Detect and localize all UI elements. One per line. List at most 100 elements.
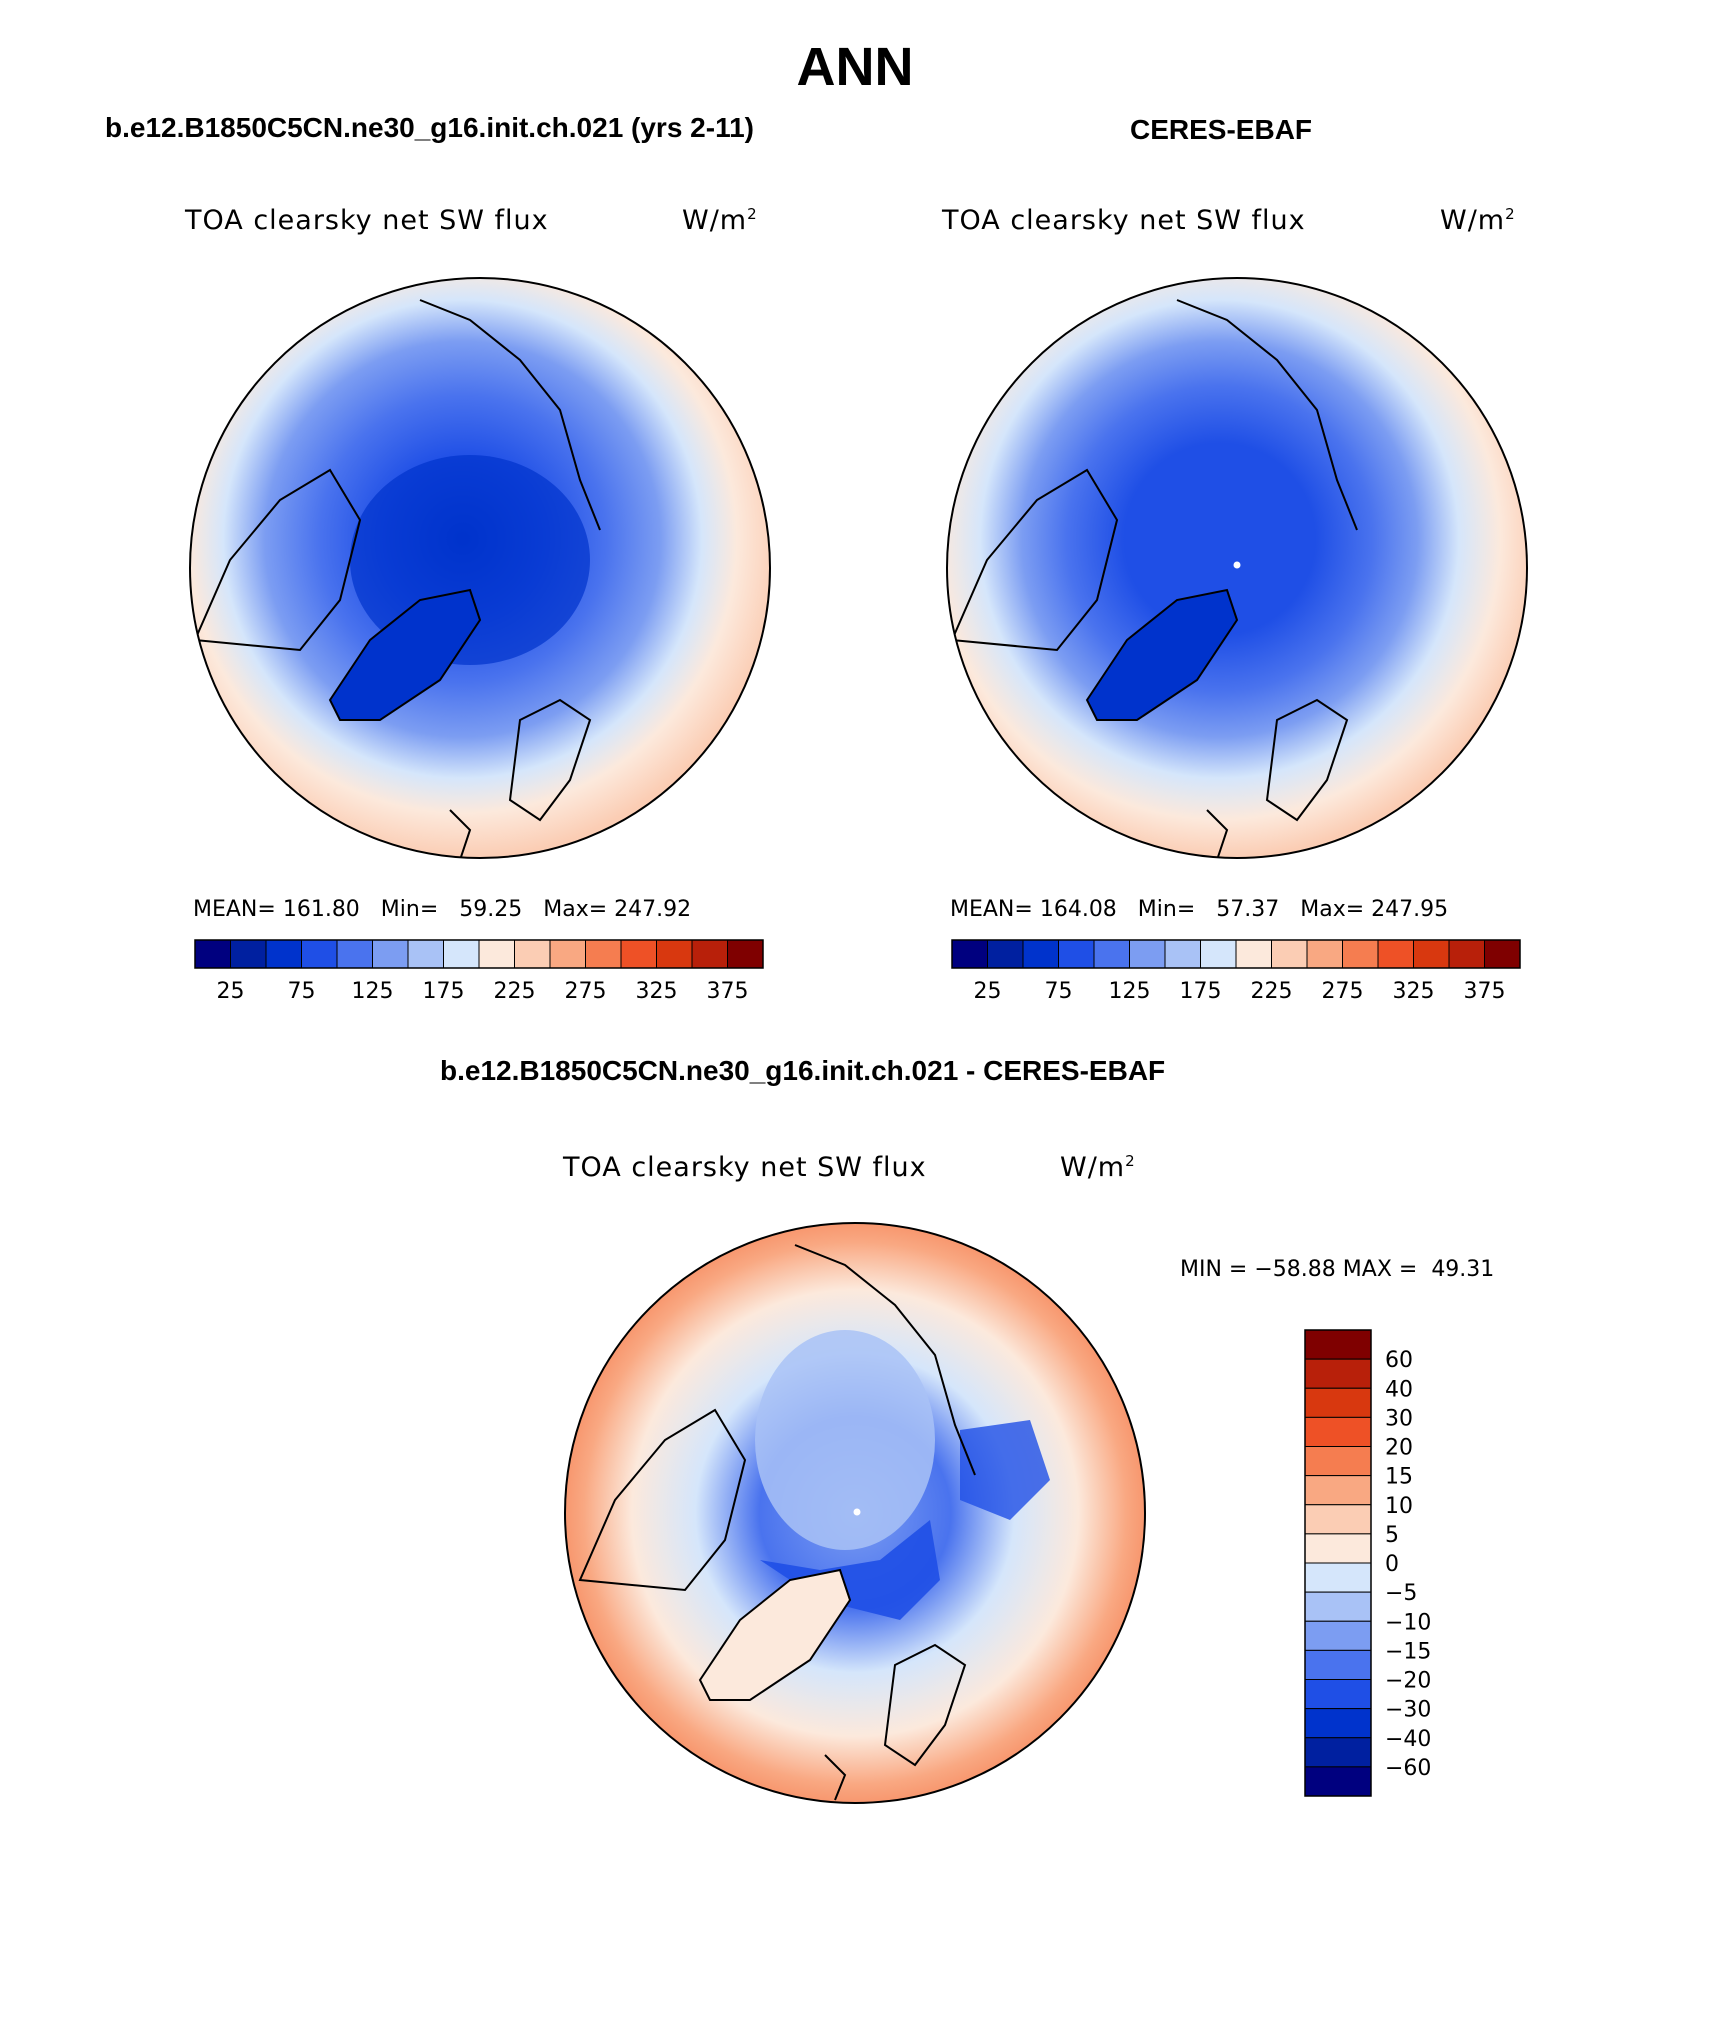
- obs-colorbar-swatch: [1377, 939, 1414, 969]
- diff-colorbar-tick-label: −15: [1385, 1639, 1431, 1664]
- model-colorbar-swatch: [407, 939, 444, 969]
- model-colorbar-swatch: [727, 939, 764, 969]
- obs-variable-label: TOA clearsky net SW flux: [942, 205, 1306, 236]
- model-units-label: W/m2: [682, 205, 758, 236]
- diff-colorbar-tick-label: −40: [1385, 1727, 1431, 1752]
- diff-colorbar-tick-label: 10: [1385, 1494, 1413, 1519]
- model-colorbar-swatch: [336, 939, 373, 969]
- obs-stats: MEAN= 164.08 Min= 57.37 Max= 247.95: [950, 897, 1449, 922]
- model-colorbar-tick-label: 275: [565, 979, 607, 1004]
- model-variable-label: TOA clearsky net SW flux: [185, 205, 549, 236]
- obs-colorbar-swatch: [1200, 939, 1237, 969]
- diff-polar-map: [564, 1222, 1146, 1804]
- obs-colorbar-swatch: [1164, 939, 1201, 969]
- model-colorbar-swatch: [549, 939, 586, 969]
- model-polar-map: [189, 277, 771, 859]
- obs-siberia-coast: [1176, 299, 1358, 531]
- obs-greenland-outline: [1085, 588, 1239, 721]
- obs-colorbar-swatch: [1093, 939, 1130, 969]
- model-colorbar-swatch: [443, 939, 480, 969]
- obs-scandinavia-coast: [1265, 698, 1349, 822]
- model-colorbar-swatch: [585, 939, 622, 969]
- model-colorbar-swatch: [301, 939, 338, 969]
- obs-colorbar-swatch: [987, 939, 1024, 969]
- diff-colorbar-tick-label: 20: [1385, 1436, 1413, 1461]
- diff-variable-label: TOA clearsky net SW flux: [563, 1152, 927, 1183]
- model-colorbar-swatch: [620, 939, 657, 969]
- model-colorbar-tick-label: 125: [352, 979, 394, 1004]
- model-colorbar-tick-label: 225: [494, 979, 536, 1004]
- obs-colorbar-tick-label: 75: [1045, 979, 1073, 1004]
- diff-colorbar-swatch: [1304, 1446, 1372, 1477]
- model-colorbar: 25 75 125 175 225 275 325 375: [194, 939, 764, 1004]
- diff-colorbar-tick-label: 60: [1385, 1348, 1413, 1373]
- model-map-features: [193, 299, 601, 858]
- model-colorbar-tick-label: 325: [636, 979, 678, 1004]
- diff-stats: MIN = −58.88 MAX = 49.31: [1180, 1257, 1495, 1282]
- model-uk-coast: [449, 809, 472, 858]
- diff-colorbar-tick-label: −30: [1385, 1698, 1431, 1723]
- obs-colorbar-swatch: [1022, 939, 1059, 969]
- diff-pole-marker: [853, 1508, 861, 1516]
- diff-panel-header: b.e12.B1850C5CN.ne30_g16.init.ch.021 - C…: [440, 1055, 1166, 1086]
- obs-pole-marker: [1233, 561, 1241, 569]
- diff-colorbar: 60 40 30 20 15 10 5 0 −5 −10 −15 −20 −30 −40 −60: [1304, 1329, 1431, 1797]
- diff-colorbar-swatch: [1304, 1416, 1372, 1447]
- obs-colorbar-swatch: [1306, 939, 1343, 969]
- model-panel-header: b.e12.B1850C5CN.ne30_g16.init.ch.021 (yr…: [105, 112, 755, 143]
- obs-colorbar-tick-label: 175: [1180, 979, 1222, 1004]
- model-colorbar-swatch: [514, 939, 551, 969]
- diff-colorbar-swatch: [1304, 1649, 1372, 1680]
- diff-colorbar-tick-label: 5: [1385, 1523, 1399, 1548]
- model-colorbar-tick-label: 375: [707, 979, 749, 1004]
- diff-greenland-outline: [698, 1568, 852, 1701]
- diff-canada-coast: [578, 1408, 747, 1592]
- obs-colorbar-tick-label: 125: [1109, 979, 1151, 1004]
- obs-colorbar-swatch: [1271, 939, 1308, 969]
- obs-colorbar-swatch: [1058, 939, 1095, 969]
- obs-uk-coast: [1206, 809, 1229, 858]
- obs-colorbar: 25 75 125 175 225 275 325 375: [951, 939, 1521, 1004]
- diff-colorbar-swatch: [1304, 1766, 1372, 1797]
- model-greenland-outline: [328, 588, 482, 721]
- model-colorbar-tick-label: 75: [288, 979, 316, 1004]
- diff-colorbar-swatch: [1304, 1562, 1372, 1593]
- diff-scandinavia-coast: [883, 1643, 967, 1767]
- model-colorbar-tick-label: 175: [423, 979, 465, 1004]
- model-colorbar-swatch: [478, 939, 515, 969]
- diff-colorbar-tick-label: −10: [1385, 1610, 1431, 1635]
- obs-colorbar-tick-label: 225: [1251, 979, 1293, 1004]
- model-scandinavia-coast: [508, 698, 592, 822]
- model-colorbar-swatch: [372, 939, 409, 969]
- diff-colorbar-tick-label: 40: [1385, 1377, 1413, 1402]
- obs-colorbar-swatch: [951, 939, 988, 969]
- diff-colorbar-swatch: [1304, 1533, 1372, 1564]
- model-siberia-coast: [419, 299, 601, 531]
- page-title: ANN: [796, 37, 914, 97]
- obs-colorbar-swatch: [1413, 939, 1450, 969]
- obs-polar-map: [946, 277, 1528, 859]
- diff-colorbar-swatch: [1304, 1737, 1372, 1768]
- diff-colorbar-tick-label: 15: [1385, 1465, 1413, 1490]
- diff-colorbar-swatch: [1304, 1329, 1372, 1360]
- diff-colorbar-swatch: [1304, 1679, 1372, 1710]
- diff-colorbar-tick-label: 30: [1385, 1406, 1413, 1431]
- model-stats: MEAN= 161.80 Min= 59.25 Max= 247.92: [193, 897, 692, 922]
- obs-colorbar-tick-label: 375: [1464, 979, 1506, 1004]
- diff-colorbar-swatch: [1304, 1708, 1372, 1739]
- obs-units-label: W/m2: [1440, 205, 1516, 236]
- obs-panel-header: CERES-EBAF: [1130, 114, 1313, 145]
- diff-siberia-coast: [794, 1244, 976, 1476]
- model-colorbar-swatch: [194, 939, 231, 969]
- diff-colorbar-tick-label: −20: [1385, 1669, 1431, 1694]
- model-canada-coast: [193, 468, 362, 652]
- obs-canada-coast: [950, 468, 1119, 652]
- model-colorbar-swatch: [230, 939, 267, 969]
- model-colorbar-swatch: [265, 939, 302, 969]
- diff-colorbar-swatch: [1304, 1504, 1372, 1535]
- diff-map-features: [578, 1244, 1050, 1801]
- obs-colorbar-swatch: [1129, 939, 1166, 969]
- obs-colorbar-swatch: [1448, 939, 1485, 969]
- obs-colorbar-swatch: [1484, 939, 1521, 969]
